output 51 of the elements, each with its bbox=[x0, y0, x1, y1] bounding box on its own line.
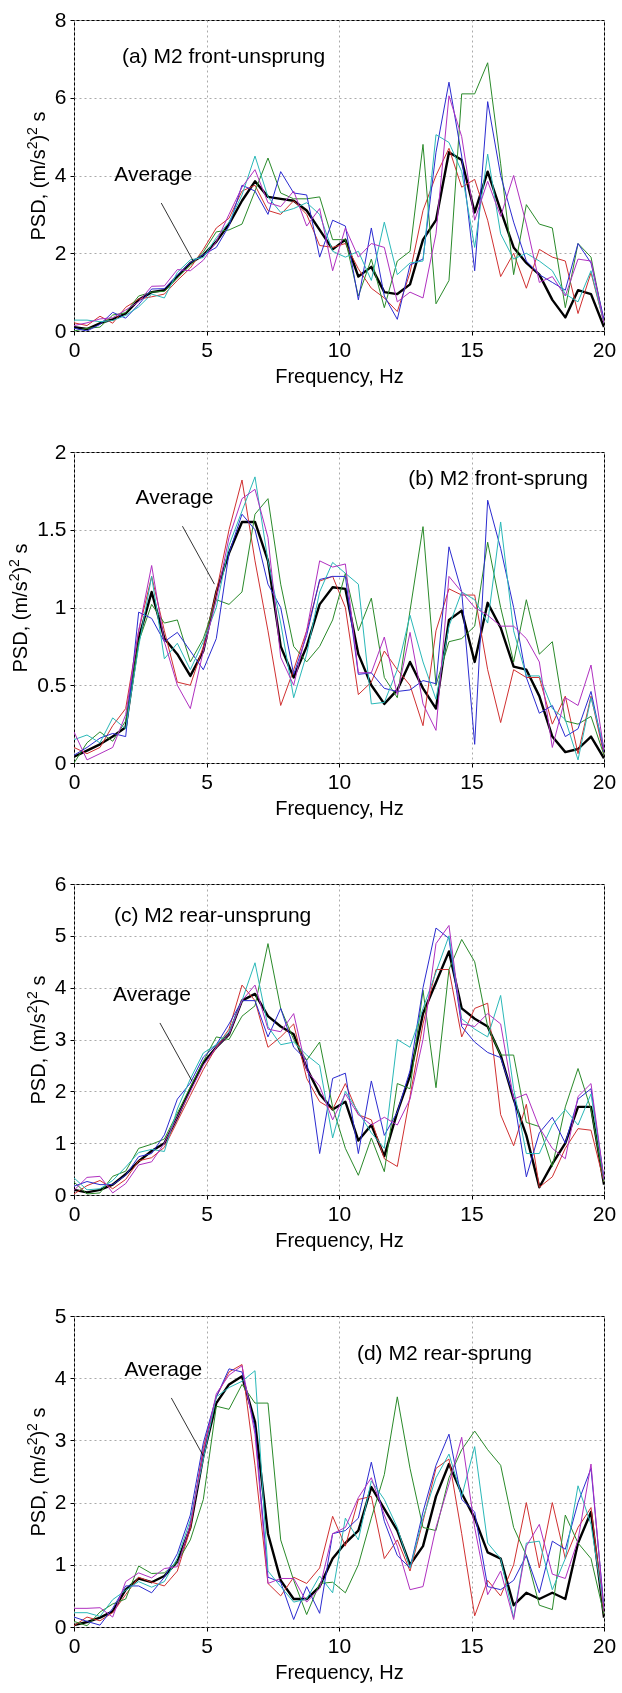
x-tick-label: 20 bbox=[592, 769, 617, 793]
y-tick-label: 3 bbox=[54, 1027, 67, 1050]
y-tick-label: 3 bbox=[54, 1427, 67, 1451]
x-tick-label: 10 bbox=[327, 337, 352, 361]
y-tick-label: 1 bbox=[54, 595, 67, 618]
x-axis-title: Frequency, Hz bbox=[275, 364, 404, 387]
x-tick-label: 20 bbox=[592, 337, 617, 361]
x-tick-label: 20 bbox=[592, 1633, 617, 1657]
y-tick-label: 6 bbox=[54, 85, 67, 109]
text: (b) M2 front-sprung bbox=[408, 466, 588, 489]
y-tick-label: 0 bbox=[54, 1182, 67, 1206]
x-tick-label: 15 bbox=[460, 769, 484, 793]
x-tick-label: 10 bbox=[327, 769, 352, 793]
y-tick-label: 0 bbox=[54, 750, 67, 774]
y-tick-label: 1 bbox=[54, 1130, 67, 1154]
x-tick-label: 5 bbox=[201, 769, 213, 793]
text: (d) M2 rear-sprung bbox=[356, 1341, 532, 1364]
annotation: Average bbox=[124, 1356, 203, 1380]
text: (a) M2 front-unsprung bbox=[122, 44, 326, 67]
x-axis-title: Frequency, Hz bbox=[275, 1228, 404, 1251]
x-tick-label: 15 bbox=[460, 1201, 484, 1225]
x-tick-label: 5 bbox=[201, 1633, 213, 1657]
y-tick-label: 0.5 bbox=[37, 672, 67, 696]
y-tick-label: 5 bbox=[54, 1303, 67, 1327]
y-tick-label: 2 bbox=[54, 439, 67, 463]
x-tick-label: 20 bbox=[592, 1201, 617, 1225]
y-tick-label: 2 bbox=[54, 240, 67, 264]
y-tick-label: 4 bbox=[54, 163, 67, 186]
y-tick-label: 0 bbox=[54, 1614, 67, 1638]
x-tick-label: 10 bbox=[327, 1201, 352, 1225]
y-tick-label: 8 bbox=[54, 7, 67, 31]
y-tick-label: 1 bbox=[54, 1552, 67, 1576]
text: (c) M2 rear-unsprung bbox=[114, 903, 312, 926]
y-tick-label: 2 bbox=[54, 1078, 67, 1102]
y-tick-label: 2 bbox=[54, 1490, 67, 1514]
x-tick-label: 5 bbox=[201, 337, 213, 361]
x-tick-label: 15 bbox=[460, 337, 484, 361]
x-tick-label: 5 bbox=[201, 1201, 213, 1225]
annotation: Average bbox=[113, 981, 191, 1005]
x-tick-label: 15 bbox=[460, 1633, 484, 1657]
x-axis-title: Frequency, Hz bbox=[275, 1660, 404, 1683]
y-tick-label: 4 bbox=[54, 1365, 67, 1389]
y-tick-label: 1.5 bbox=[37, 517, 67, 541]
y-tick-label: 5 bbox=[54, 923, 67, 947]
x-tick-label: 10 bbox=[327, 1633, 352, 1657]
x-axis-title: Frequency, Hz bbox=[275, 796, 404, 819]
annotation: Average bbox=[135, 485, 214, 509]
y-tick-label: 0 bbox=[54, 318, 67, 342]
y-tick-label: 6 bbox=[54, 871, 67, 895]
y-tick-label: 4 bbox=[54, 975, 67, 999]
annotation: Average bbox=[114, 162, 193, 186]
